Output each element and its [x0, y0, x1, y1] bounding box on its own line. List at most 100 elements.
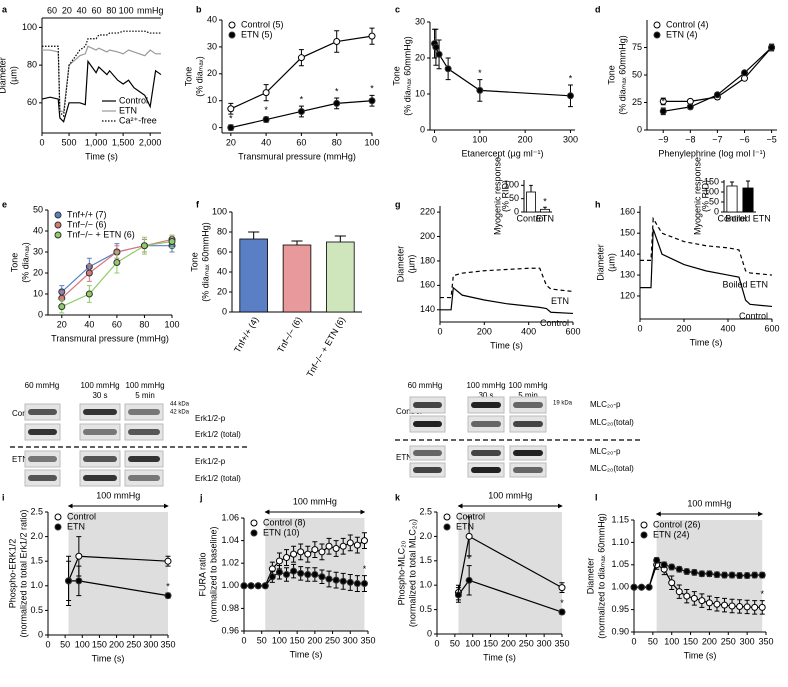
legend-marker — [250, 519, 258, 527]
point — [65, 577, 73, 585]
y-tick-label: 80 — [217, 226, 227, 236]
y-axis-label: (% RID) — [700, 180, 710, 212]
legend-label: Control (8) — [263, 517, 306, 527]
y-tick-label: 0 — [514, 206, 519, 216]
blot-band — [128, 409, 160, 415]
y-tick-label: 0 — [222, 306, 227, 316]
annotation: * — [264, 105, 268, 115]
y-axis-label: Diameter — [395, 246, 405, 283]
y-tick-label: 140 — [620, 249, 635, 259]
top-label: 60 — [91, 5, 101, 15]
y-tick-label: 0.5 — [419, 604, 432, 614]
point — [262, 116, 270, 124]
legend-marker — [54, 211, 62, 219]
blot-pressure: 100 mmHg — [466, 381, 505, 390]
legend-marker — [653, 31, 661, 39]
point — [476, 86, 484, 94]
point — [261, 582, 269, 590]
x-tick-label: 250 — [325, 635, 340, 645]
x-tick-label: 150 — [92, 639, 107, 649]
y-tick-label: 1.5 — [30, 556, 43, 566]
point — [683, 568, 691, 576]
point — [325, 542, 333, 550]
point — [728, 602, 736, 610]
error-bar — [529, 184, 533, 192]
point — [262, 89, 270, 97]
y-tick-label: 160 — [620, 207, 635, 217]
y-tick-label: 20 — [33, 267, 43, 277]
x-tick-label: 300 — [537, 638, 552, 648]
y-tick-label: 0 — [38, 629, 43, 639]
blot-band — [83, 475, 117, 481]
point — [368, 97, 376, 105]
point — [668, 579, 676, 587]
x-tick-label: 2,000 — [139, 137, 162, 147]
y-axis-label: (normalized to total MLC₂₀) — [407, 519, 417, 627]
point — [140, 242, 148, 250]
x-tick-label: 100 — [664, 636, 679, 646]
series-line — [440, 267, 574, 299]
blot-protein: Erk1/2 (total) — [195, 430, 241, 439]
point — [304, 571, 312, 578]
panel-letter: g — [395, 199, 401, 209]
blot-band — [413, 467, 442, 473]
y-tick-label: 20 — [217, 286, 227, 296]
legend-label: Control — [456, 511, 485, 521]
point — [332, 576, 340, 584]
x-tick-label: 100 — [75, 639, 90, 649]
y-tick-label: 0 — [212, 122, 217, 132]
point — [368, 32, 376, 40]
top-label: 80 — [106, 5, 116, 15]
series-line — [42, 30, 161, 118]
point — [558, 584, 566, 592]
point — [660, 561, 668, 569]
point — [736, 602, 744, 610]
y-tick-label: 1.5 — [419, 555, 432, 565]
blot-band — [83, 409, 117, 415]
y-tick-label: 50 — [33, 204, 43, 214]
bar — [540, 208, 550, 213]
point — [304, 550, 312, 558]
y-tick-label: 1.0 — [419, 580, 432, 590]
blot-pressure: 100 mmHg — [80, 381, 119, 390]
blot-protein: MLC₂₀-p — [590, 447, 621, 456]
panel-letter: c — [395, 4, 400, 14]
y-tick-label: 2.5 — [30, 506, 43, 516]
point — [85, 269, 93, 277]
y-tick-label: 0 — [637, 124, 642, 134]
point — [690, 594, 698, 602]
point — [741, 69, 748, 77]
point — [751, 603, 759, 611]
point — [630, 583, 638, 591]
point — [758, 571, 766, 579]
point — [659, 97, 667, 105]
x-tick-label: 0 — [437, 326, 442, 336]
blot-time: 30 s — [92, 391, 107, 400]
y-axis-label: Tone — [9, 253, 19, 273]
error-bar — [729, 181, 735, 186]
point — [227, 124, 235, 132]
point — [332, 545, 340, 553]
point — [333, 38, 341, 46]
blot-protein: Erk1/2 (total) — [195, 474, 241, 483]
x-axis-label: Time (s) — [490, 340, 523, 350]
series-line — [433, 43, 571, 97]
blot-band — [471, 402, 501, 408]
blot-band — [413, 402, 442, 408]
blot-band — [471, 467, 501, 473]
legend-marker — [54, 523, 62, 531]
legend-marker — [443, 523, 451, 531]
x-tick-label: 60 — [112, 319, 122, 329]
point — [339, 542, 347, 550]
blot-band — [28, 475, 57, 481]
point — [465, 576, 473, 584]
shade-label: 100 mmHg — [96, 490, 140, 500]
blot-time: 5 min — [135, 391, 155, 400]
y-tick-label: 1.10 — [611, 537, 629, 547]
series-line — [640, 216, 773, 276]
y-tick-label: 120 — [620, 290, 635, 300]
legend-marker — [54, 513, 62, 521]
y-tick-label: 0.96 — [221, 625, 239, 635]
bar — [239, 238, 268, 313]
